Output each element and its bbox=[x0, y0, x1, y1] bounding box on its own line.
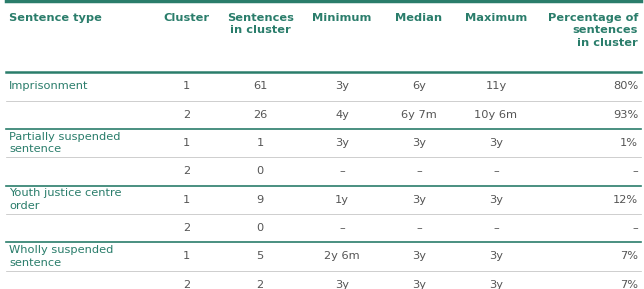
Text: 2: 2 bbox=[184, 110, 191, 120]
Text: 7%: 7% bbox=[620, 280, 638, 289]
Text: Median: Median bbox=[395, 13, 442, 23]
Text: 61: 61 bbox=[253, 81, 267, 91]
Text: 1: 1 bbox=[183, 81, 191, 91]
Text: –: – bbox=[493, 166, 499, 176]
Text: Wholly suspended
sentence: Wholly suspended sentence bbox=[9, 245, 113, 268]
Text: 80%: 80% bbox=[613, 81, 638, 91]
Text: 9: 9 bbox=[256, 195, 264, 205]
Text: 12%: 12% bbox=[613, 195, 638, 205]
Text: 3y: 3y bbox=[335, 81, 349, 91]
Text: Maximum: Maximum bbox=[465, 13, 527, 23]
Text: Youth justice centre
order: Youth justice centre order bbox=[9, 188, 122, 211]
Text: 3y: 3y bbox=[335, 280, 349, 289]
Text: Minimum: Minimum bbox=[312, 13, 372, 23]
Text: 93%: 93% bbox=[613, 110, 638, 120]
Text: 3y: 3y bbox=[489, 280, 503, 289]
Text: 1: 1 bbox=[183, 138, 191, 148]
Text: –: – bbox=[493, 223, 499, 233]
Text: 2: 2 bbox=[184, 166, 191, 176]
Text: –: – bbox=[416, 166, 422, 176]
Text: 5: 5 bbox=[256, 251, 264, 261]
Text: 3y: 3y bbox=[489, 195, 503, 205]
Text: Sentences
in cluster: Sentences in cluster bbox=[227, 13, 294, 36]
Text: 4y: 4y bbox=[335, 110, 349, 120]
Text: 2y 6m: 2y 6m bbox=[324, 251, 360, 261]
Text: 2: 2 bbox=[184, 280, 191, 289]
Text: 0: 0 bbox=[256, 223, 264, 233]
Text: 3y: 3y bbox=[412, 251, 426, 261]
Text: 11y: 11y bbox=[486, 81, 507, 91]
Text: 1: 1 bbox=[183, 251, 191, 261]
Text: –: – bbox=[339, 223, 345, 233]
Text: Cluster: Cluster bbox=[164, 13, 210, 23]
Text: 0: 0 bbox=[256, 166, 264, 176]
Text: 3y: 3y bbox=[412, 138, 426, 148]
Text: –: – bbox=[416, 223, 422, 233]
Text: 1: 1 bbox=[183, 195, 191, 205]
Text: 10y 6m: 10y 6m bbox=[475, 110, 517, 120]
Text: 3y: 3y bbox=[489, 138, 503, 148]
Text: 1y: 1y bbox=[335, 195, 349, 205]
Text: –: – bbox=[632, 223, 638, 233]
Text: 6y: 6y bbox=[412, 81, 426, 91]
Text: Percentage of
sentences
in cluster: Percentage of sentences in cluster bbox=[548, 13, 638, 48]
Text: 3y: 3y bbox=[335, 138, 349, 148]
Text: 3y: 3y bbox=[412, 280, 426, 289]
Text: Sentence type: Sentence type bbox=[9, 13, 102, 23]
Text: 6y 7m: 6y 7m bbox=[401, 110, 437, 120]
Text: 3y: 3y bbox=[489, 251, 503, 261]
Text: 2: 2 bbox=[184, 223, 191, 233]
Text: 26: 26 bbox=[253, 110, 267, 120]
Text: –: – bbox=[632, 166, 638, 176]
Text: –: – bbox=[339, 166, 345, 176]
Text: Imprisonment: Imprisonment bbox=[9, 81, 88, 91]
Text: 1: 1 bbox=[256, 138, 264, 148]
Text: 2: 2 bbox=[256, 280, 264, 289]
Text: 7%: 7% bbox=[620, 251, 638, 261]
Text: Partially suspended
sentence: Partially suspended sentence bbox=[9, 132, 120, 154]
Text: 3y: 3y bbox=[412, 195, 426, 205]
Text: 1%: 1% bbox=[620, 138, 638, 148]
